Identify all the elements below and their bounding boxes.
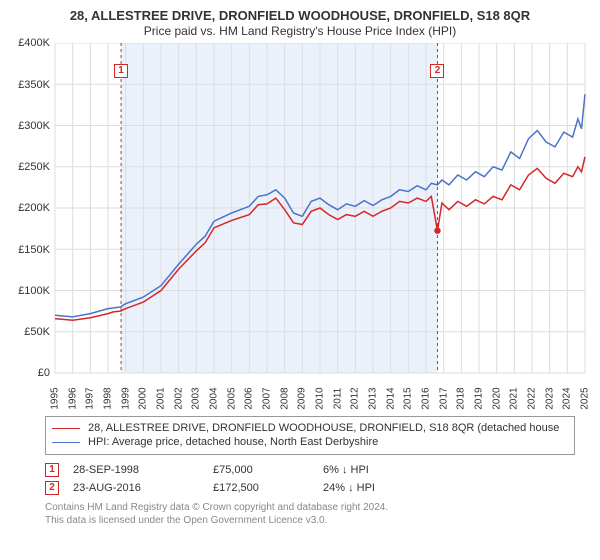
sales-table: 1 28-SEP-1998£75,0006% ↓ HPI 2 23-AUG-2016£… <box>45 463 575 495</box>
chart-title: 28, ALLESTREE DRIVE, DRONFIELD WOODHOUSE… <box>10 8 590 24</box>
x-tick-label: 2018 <box>456 388 467 410</box>
legend: 28, ALLESTREE DRIVE, DRONFIELD WOODHOUSE… <box>45 416 575 455</box>
y-tick-label: £150K <box>10 244 50 256</box>
x-tick-label: 2016 <box>421 388 432 410</box>
legend-item: HPI: Average price, detached house, Nort… <box>52 435 568 449</box>
sale-price: £172,500 <box>213 482 323 494</box>
x-tick-label: 2008 <box>279 388 290 410</box>
x-tick-label: 2006 <box>244 388 255 410</box>
x-tick-label: 1997 <box>85 388 96 410</box>
y-tick-label: £250K <box>10 161 50 173</box>
sale-diff: 6% ↓ HPI <box>323 464 443 476</box>
footer-line-1: Contains HM Land Registry data © Crown c… <box>45 501 575 514</box>
x-tick-label: 2017 <box>438 388 449 410</box>
x-tick-label: 1999 <box>120 388 131 410</box>
legend-swatch <box>52 442 80 443</box>
y-tick-label: £400K <box>10 37 50 49</box>
x-tick-label: 2003 <box>191 388 202 410</box>
x-tick-label: 2000 <box>138 388 149 410</box>
x-tick-label: 2019 <box>474 388 485 410</box>
x-tick-label: 2009 <box>297 388 308 410</box>
sale-price: £75,000 <box>213 464 323 476</box>
y-tick-label: £350K <box>10 79 50 91</box>
x-tick-label: 1995 <box>50 388 61 410</box>
y-axis-labels: £0£50K£100K£150K£200K£250K£300K£350K£400… <box>10 43 50 373</box>
below-chart-block: 28, ALLESTREE DRIVE, DRONFIELD WOODHOUSE… <box>45 416 575 527</box>
sale-date: 23-AUG-2016 <box>73 482 213 494</box>
x-tick-label: 2013 <box>368 388 379 410</box>
x-tick-label: 2012 <box>350 388 361 410</box>
x-tick-label: 2007 <box>262 388 273 410</box>
legend-item: 28, ALLESTREE DRIVE, DRONFIELD WOODHOUSE… <box>52 421 568 435</box>
x-tick-label: 2001 <box>156 388 167 410</box>
chart-subtitle: Price paid vs. HM Land Registry's House … <box>10 24 590 39</box>
sale-diff: 24% ↓ HPI <box>323 482 443 494</box>
y-tick-label: £200K <box>10 202 50 214</box>
chart-svg <box>10 43 590 375</box>
sale-date: 28-SEP-1998 <box>73 464 213 476</box>
sale-row: 2 23-AUG-2016£172,50024% ↓ HPI <box>45 481 575 495</box>
x-tick-label: 2005 <box>226 388 237 410</box>
y-tick-label: £0 <box>10 367 50 379</box>
x-tick-label: 2023 <box>544 388 555 410</box>
footer-line-2: This data is licensed under the Open Gov… <box>45 514 575 527</box>
sale-row: 1 28-SEP-1998£75,0006% ↓ HPI <box>45 463 575 477</box>
x-tick-label: 2022 <box>527 388 538 410</box>
legend-label: 28, ALLESTREE DRIVE, DRONFIELD WOODHOUSE… <box>88 421 559 435</box>
legend-swatch <box>52 428 80 429</box>
x-tick-label: 2025 <box>580 388 591 410</box>
x-tick-label: 1998 <box>103 388 114 410</box>
footer-note: Contains HM Land Registry data © Crown c… <box>45 501 575 527</box>
x-tick-label: 2020 <box>491 388 502 410</box>
y-tick-label: £300K <box>10 120 50 132</box>
sale-marker: 2 <box>45 481 59 495</box>
sale-marker: 1 <box>45 463 59 477</box>
x-tick-label: 2024 <box>562 388 573 410</box>
price-chart: £0£50K£100K£150K£200K£250K£300K£350K£400… <box>10 43 590 413</box>
x-tick-label: 2021 <box>509 388 520 410</box>
legend-label: HPI: Average price, detached house, Nort… <box>88 435 378 449</box>
y-tick-label: £50K <box>10 326 50 338</box>
chart-marker: 1 <box>114 64 128 78</box>
x-tick-label: 2004 <box>209 388 220 410</box>
x-tick-label: 2010 <box>315 388 326 410</box>
x-tick-label: 1996 <box>67 388 78 410</box>
x-tick-label: 2014 <box>385 388 396 410</box>
chart-marker: 2 <box>430 64 444 78</box>
x-tick-label: 2011 <box>332 388 343 410</box>
x-tick-label: 2015 <box>403 388 414 410</box>
x-tick-label: 2002 <box>173 388 184 410</box>
y-tick-label: £100K <box>10 285 50 297</box>
